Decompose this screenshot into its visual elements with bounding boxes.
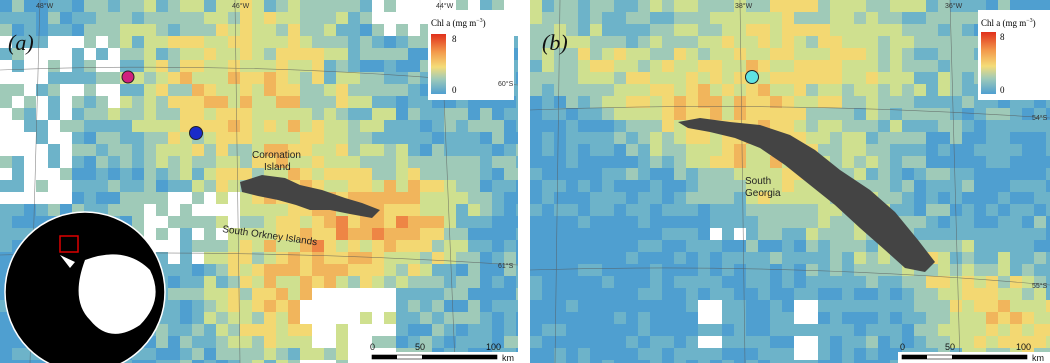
legend-title: Chl a (mg m−3) xyxy=(431,18,486,28)
lat-label: 55°S xyxy=(1032,282,1048,290)
sample-site xyxy=(121,70,135,84)
scale-label: 0 xyxy=(900,342,905,352)
legend: Chl a (mg m−3) 8 0 xyxy=(978,10,1050,100)
chlorophyll-field xyxy=(530,0,1050,363)
place-label: South xyxy=(745,176,771,187)
scale-bar: 0 50 100 km xyxy=(898,342,1050,363)
legend-title: Chl a (mg m−3) xyxy=(981,18,1036,28)
place-label: Island xyxy=(264,162,291,173)
lon-label: 38°W xyxy=(735,2,753,10)
island xyxy=(240,175,380,218)
lon-label: 46°W xyxy=(232,2,250,10)
lat-label: 61°S xyxy=(498,262,514,270)
scale-unit: km xyxy=(502,353,514,363)
place-label: Coronation xyxy=(252,150,301,161)
scale-label: 50 xyxy=(415,342,425,352)
panel-label: (b) xyxy=(542,30,568,55)
lon-label: 36°W xyxy=(945,2,963,10)
place-label: Georgia xyxy=(745,188,781,199)
lat-label: 54°S xyxy=(1032,114,1048,122)
legend-max: 8 xyxy=(1000,32,1005,42)
sample-site xyxy=(189,126,203,140)
inset-map xyxy=(4,211,166,363)
sample-site xyxy=(745,70,759,84)
scale-label: 0 xyxy=(370,342,375,352)
lon-label: 44°W xyxy=(436,2,454,10)
scale-label: 100 xyxy=(1016,342,1031,352)
legend-min: 0 xyxy=(1000,85,1005,95)
island xyxy=(678,118,935,272)
legend: Chl a (mg m−3) 8 0 xyxy=(428,10,514,100)
panel-label: (a) xyxy=(8,30,34,55)
legend-min: 0 xyxy=(452,85,457,95)
lon-label: 48°W xyxy=(36,2,54,10)
scale-label: 50 xyxy=(945,342,955,352)
lat-label: 60°S xyxy=(498,80,514,88)
scale-unit: km xyxy=(1032,353,1044,363)
scale-bar: 0 50 100 km xyxy=(368,342,518,363)
scale-label: 100 xyxy=(486,342,501,352)
legend-max: 8 xyxy=(452,34,457,44)
